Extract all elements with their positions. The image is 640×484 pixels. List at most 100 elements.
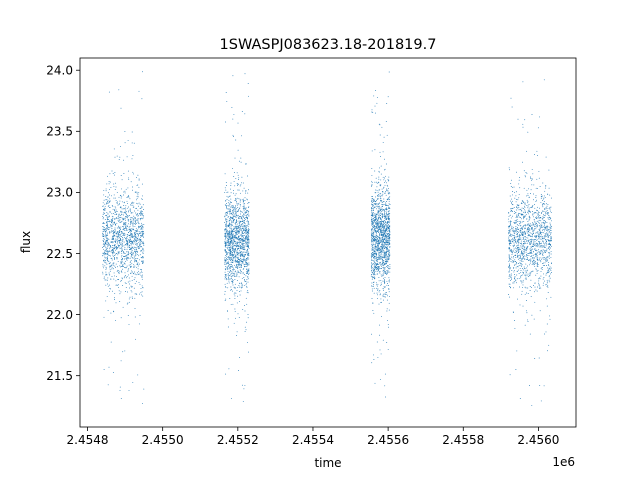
data-point	[388, 281, 390, 283]
data-point	[226, 199, 228, 201]
data-point	[120, 232, 122, 234]
data-point	[126, 265, 128, 267]
data-point	[373, 218, 375, 220]
data-point	[547, 233, 549, 235]
data-point	[132, 189, 133, 191]
data-point	[138, 90, 140, 92]
data-point	[378, 234, 380, 236]
data-point	[376, 205, 378, 207]
data-point	[538, 284, 540, 286]
data-point	[511, 230, 513, 232]
data-point	[529, 196, 530, 198]
data-point	[136, 233, 138, 235]
data-point	[542, 232, 544, 234]
data-point	[131, 221, 133, 223]
data-point	[128, 264, 130, 266]
data-point	[542, 254, 544, 256]
data-point	[102, 222, 104, 223]
data-point	[227, 248, 228, 250]
data-point	[246, 220, 248, 222]
data-point	[131, 296, 133, 298]
data-point	[109, 200, 111, 202]
data-point	[379, 267, 381, 269]
data-point	[242, 227, 244, 229]
data-point	[112, 235, 114, 237]
data-point	[381, 248, 383, 250]
data-point	[378, 267, 380, 269]
data-point	[142, 252, 144, 254]
data-point	[224, 230, 226, 232]
data-point	[374, 263, 376, 265]
data-point	[132, 235, 134, 237]
data-point	[230, 208, 232, 210]
data-point	[231, 243, 233, 244]
data-point	[142, 233, 144, 235]
data-point	[382, 204, 383, 206]
data-point	[375, 220, 376, 222]
data-point	[228, 211, 230, 213]
data-point	[374, 229, 376, 231]
data-point	[137, 234, 139, 236]
data-point	[125, 228, 127, 230]
data-point	[547, 230, 549, 232]
data-point	[227, 326, 229, 328]
data-point	[118, 286, 119, 288]
data-point	[518, 239, 520, 241]
data-point	[237, 249, 239, 251]
data-point	[380, 237, 382, 239]
data-point	[228, 242, 230, 244]
data-point	[533, 229, 535, 231]
data-point	[247, 273, 249, 274]
data-point	[232, 281, 234, 283]
data-point	[377, 239, 379, 240]
data-point	[528, 264, 530, 266]
data-point	[226, 258, 227, 260]
data-point	[550, 233, 552, 235]
data-point	[230, 250, 232, 252]
data-point	[236, 271, 238, 273]
data-point	[118, 226, 120, 228]
data-point	[388, 285, 390, 286]
data-point	[236, 252, 238, 253]
data-point	[379, 247, 380, 249]
data-point	[119, 230, 120, 232]
data-point	[242, 239, 244, 241]
data-point	[232, 208, 234, 210]
data-point	[522, 274, 524, 276]
data-point	[115, 210, 117, 212]
data-point	[389, 264, 391, 265]
data-point	[387, 228, 389, 230]
data-point	[517, 238, 519, 240]
data-point	[105, 266, 107, 268]
data-point	[242, 200, 244, 202]
data-point	[224, 278, 226, 280]
data-point	[104, 245, 106, 247]
data-point	[125, 205, 127, 207]
data-point	[230, 273, 232, 275]
data-point	[374, 203, 376, 205]
data-point	[377, 191, 379, 193]
data-point	[520, 262, 522, 264]
data-point	[377, 209, 379, 211]
data-point	[377, 229, 379, 231]
data-point	[243, 210, 245, 212]
data-point	[225, 219, 227, 221]
data-point	[111, 246, 113, 248]
data-point	[230, 247, 232, 249]
data-point	[131, 248, 133, 250]
data-point	[224, 258, 226, 260]
data-point	[387, 190, 389, 192]
data-point	[103, 243, 105, 245]
data-point	[516, 206, 517, 208]
data-points	[102, 71, 553, 406]
data-point	[382, 274, 384, 276]
data-point	[239, 286, 241, 288]
data-point	[243, 221, 245, 223]
data-point	[388, 242, 390, 244]
data-point	[228, 244, 230, 246]
data-point	[513, 186, 515, 188]
data-point	[119, 231, 121, 233]
data-point	[111, 257, 113, 259]
data-point	[225, 225, 227, 227]
data-point	[239, 208, 240, 210]
